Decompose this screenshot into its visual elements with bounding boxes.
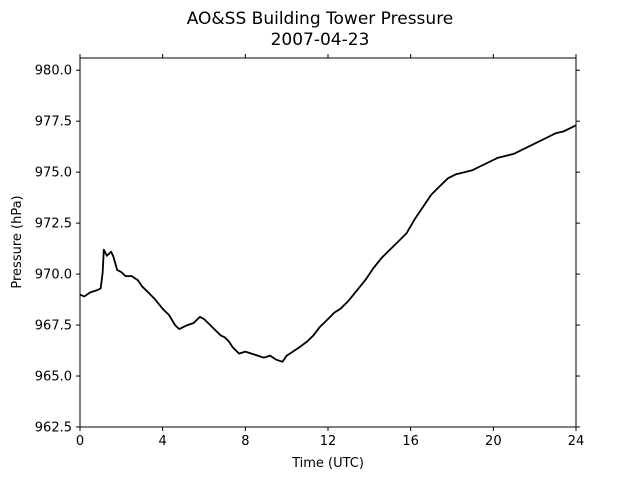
chart-subtitle: 2007-04-23 — [271, 30, 370, 50]
y-axis-label: Pressure (hPa) — [10, 195, 25, 288]
x-tick-label: 12 — [320, 434, 337, 449]
y-tick-label: 980.0 — [35, 64, 72, 79]
y-tick-label: 977.5 — [35, 115, 72, 130]
x-axis-label: Time (UTC) — [291, 456, 364, 471]
chart-title: AO&SS Building Tower Pressure — [187, 9, 454, 29]
y-tick-label: 970.0 — [35, 268, 72, 283]
x-tick-label: 4 — [159, 434, 167, 449]
x-tick-label: 16 — [402, 434, 419, 449]
x-tick-label: 24 — [568, 434, 585, 449]
y-tick-label: 972.5 — [35, 217, 72, 232]
x-tick-label: 8 — [241, 434, 249, 449]
x-tick-label: 0 — [76, 434, 84, 449]
x-tick-label: 20 — [485, 434, 502, 449]
y-tick-label: 967.5 — [35, 319, 72, 334]
y-tick-label: 962.5 — [35, 421, 72, 436]
plot-frame — [79, 57, 577, 428]
plot-area: 0 4 8 12 16 20 24 962.5 965.0 967.5 970.0 972.5 975.… — [35, 54, 584, 449]
y-tick-label: 975.0 — [35, 166, 72, 181]
pressure-series-line — [79, 124, 577, 363]
y-tick-label: 965.0 — [35, 370, 72, 385]
